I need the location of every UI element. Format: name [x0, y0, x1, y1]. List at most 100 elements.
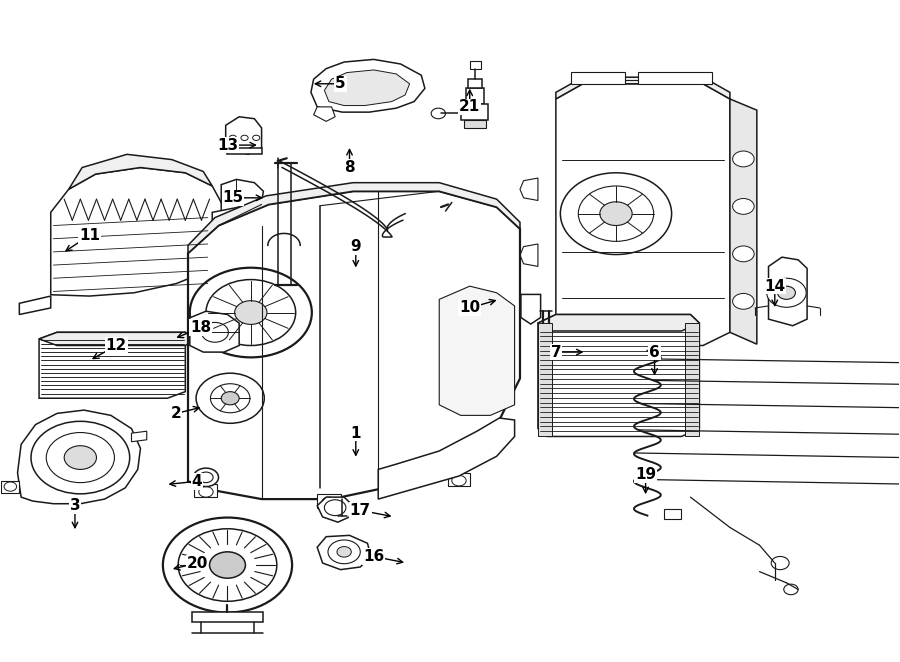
Polygon shape [192, 612, 264, 622]
Text: 7: 7 [551, 345, 562, 359]
Circle shape [202, 322, 229, 342]
Polygon shape [19, 296, 50, 314]
Circle shape [46, 432, 114, 483]
Polygon shape [378, 418, 515, 499]
Circle shape [579, 186, 653, 242]
Polygon shape [39, 332, 197, 346]
Circle shape [64, 446, 96, 469]
Polygon shape [221, 179, 264, 207]
Circle shape [241, 135, 248, 140]
Polygon shape [663, 509, 681, 519]
Polygon shape [520, 178, 538, 201]
Text: 15: 15 [222, 191, 243, 205]
Circle shape [337, 547, 351, 557]
Polygon shape [685, 323, 699, 436]
Text: 19: 19 [635, 467, 656, 482]
Text: 3: 3 [69, 498, 80, 513]
Polygon shape [17, 410, 140, 504]
Circle shape [221, 392, 239, 405]
Bar [572, 72, 625, 84]
Circle shape [767, 278, 806, 307]
Polygon shape [317, 495, 340, 508]
Text: 5: 5 [335, 76, 346, 91]
Text: 9: 9 [350, 239, 361, 254]
Polygon shape [2, 481, 19, 493]
Polygon shape [439, 286, 515, 415]
Circle shape [190, 267, 311, 357]
Polygon shape [188, 183, 520, 253]
Text: 1: 1 [350, 426, 361, 441]
Circle shape [778, 286, 796, 299]
Polygon shape [556, 84, 730, 346]
Polygon shape [68, 154, 212, 189]
Circle shape [733, 151, 754, 167]
Text: 4: 4 [192, 474, 202, 489]
Circle shape [561, 173, 671, 254]
Circle shape [253, 135, 260, 140]
Text: 11: 11 [79, 228, 100, 243]
Bar [638, 72, 712, 84]
Text: 14: 14 [764, 279, 786, 294]
Circle shape [599, 202, 632, 226]
Circle shape [163, 518, 292, 612]
Text: 21: 21 [459, 99, 481, 115]
Polygon shape [468, 79, 482, 89]
Polygon shape [50, 167, 221, 296]
Polygon shape [520, 244, 538, 266]
Circle shape [206, 279, 296, 346]
Polygon shape [194, 484, 217, 497]
Circle shape [230, 135, 237, 140]
Polygon shape [496, 290, 516, 320]
Circle shape [199, 487, 213, 497]
Circle shape [321, 497, 336, 508]
Circle shape [235, 301, 267, 324]
Polygon shape [226, 117, 262, 154]
Polygon shape [310, 60, 425, 112]
Polygon shape [464, 120, 486, 128]
Text: 6: 6 [649, 345, 660, 359]
Polygon shape [538, 314, 699, 331]
Polygon shape [324, 70, 410, 105]
Circle shape [210, 552, 246, 578]
Circle shape [211, 384, 250, 412]
Polygon shape [131, 431, 147, 442]
Polygon shape [461, 103, 488, 120]
Circle shape [733, 293, 754, 309]
Circle shape [733, 199, 754, 214]
Text: 12: 12 [105, 338, 127, 353]
Polygon shape [228, 148, 262, 154]
Polygon shape [448, 473, 470, 486]
Circle shape [771, 557, 789, 569]
Polygon shape [466, 89, 484, 103]
Polygon shape [538, 323, 553, 436]
Circle shape [194, 468, 219, 487]
Circle shape [452, 475, 466, 486]
Text: 17: 17 [350, 503, 371, 518]
Text: 20: 20 [186, 555, 208, 571]
Circle shape [199, 472, 213, 483]
Circle shape [4, 482, 16, 491]
Circle shape [324, 500, 346, 516]
Text: 2: 2 [171, 406, 182, 421]
Polygon shape [317, 536, 371, 569]
Polygon shape [730, 99, 757, 344]
Text: 8: 8 [344, 160, 355, 175]
Polygon shape [39, 332, 185, 399]
Circle shape [431, 108, 446, 118]
Text: 18: 18 [190, 320, 212, 335]
Polygon shape [190, 311, 239, 352]
Polygon shape [556, 77, 730, 99]
Circle shape [784, 584, 798, 594]
Text: 10: 10 [459, 301, 481, 315]
Polygon shape [212, 207, 251, 231]
Text: 16: 16 [363, 549, 384, 564]
Circle shape [733, 246, 754, 261]
Polygon shape [521, 295, 541, 324]
Circle shape [178, 529, 277, 601]
Polygon shape [317, 497, 353, 522]
Polygon shape [188, 191, 520, 499]
Polygon shape [470, 61, 482, 69]
Circle shape [328, 540, 360, 564]
Polygon shape [538, 314, 699, 436]
Circle shape [31, 421, 130, 494]
